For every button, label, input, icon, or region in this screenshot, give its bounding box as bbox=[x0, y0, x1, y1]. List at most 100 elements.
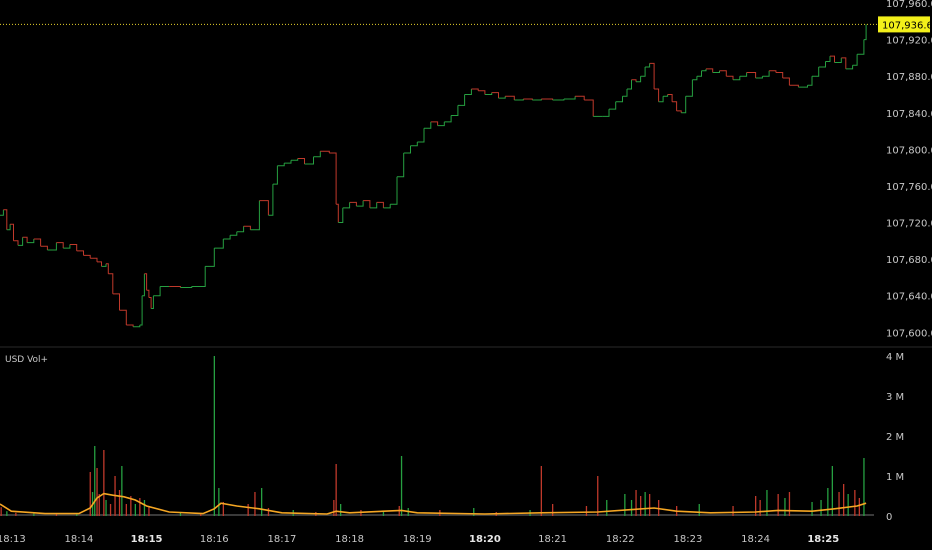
volume-bar bbox=[247, 504, 249, 516]
price-segment bbox=[681, 96, 687, 114]
volume-bar bbox=[585, 506, 588, 516]
volume-bar bbox=[213, 356, 215, 516]
price-segment bbox=[712, 70, 720, 73]
price-tick-label: 107,600.0 bbox=[886, 328, 932, 339]
price-segment bbox=[685, 79, 693, 97]
volume-bar bbox=[382, 511, 385, 516]
price-segment bbox=[56, 242, 64, 249]
volume-bar bbox=[847, 494, 849, 516]
price-segment bbox=[214, 239, 224, 249]
price-segment bbox=[272, 165, 278, 185]
price-segment bbox=[336, 203, 339, 223]
price-segment bbox=[615, 96, 623, 103]
price-segment bbox=[457, 94, 466, 106]
price-segment bbox=[563, 96, 576, 100]
price-segment bbox=[706, 68, 714, 73]
price-segment bbox=[478, 90, 486, 95]
time-tick-label: 18:19 bbox=[403, 534, 432, 545]
price-segment bbox=[369, 202, 378, 209]
volume-bar bbox=[121, 466, 123, 516]
volume-tick-label: 2 M bbox=[886, 432, 904, 443]
price-segment bbox=[762, 70, 770, 77]
price-segment bbox=[139, 295, 143, 326]
volume-tick-label: 0 bbox=[886, 512, 892, 523]
volume-bar bbox=[820, 500, 822, 516]
price-segment bbox=[259, 200, 269, 216]
volume-indicator-title[interactable]: USD Vol+ bbox=[5, 355, 48, 365]
volume-bar bbox=[777, 494, 779, 516]
price-segment bbox=[841, 57, 847, 69]
price-segment bbox=[739, 72, 748, 77]
price-segment bbox=[755, 76, 763, 79]
price-segment bbox=[349, 201, 357, 207]
volume-bar bbox=[606, 500, 608, 516]
price-segment bbox=[119, 309, 127, 325]
volume-bar bbox=[55, 514, 58, 516]
volume-bar bbox=[863, 458, 865, 516]
price-segment bbox=[640, 67, 646, 77]
price-segment bbox=[857, 39, 865, 55]
price-segment bbox=[719, 70, 727, 77]
volume-bar bbox=[139, 498, 141, 516]
time-tick-label: 18:23 bbox=[674, 534, 703, 545]
last-price-tag-label: 107,936.6 bbox=[882, 20, 932, 31]
price-segment bbox=[575, 95, 585, 100]
price-segment bbox=[789, 84, 799, 88]
price-segment bbox=[845, 65, 854, 70]
volume-bar bbox=[143, 500, 146, 516]
volume-bar bbox=[222, 502, 224, 516]
price-segment bbox=[236, 226, 245, 233]
price-segment bbox=[782, 77, 790, 86]
price-tick-label: 107,800.0 bbox=[886, 145, 932, 156]
volume-bar bbox=[89, 472, 91, 516]
volume-bar bbox=[540, 466, 542, 516]
volume-bar bbox=[811, 502, 813, 516]
price-segment bbox=[464, 89, 472, 95]
price-segment bbox=[3, 209, 8, 230]
volume-bar bbox=[858, 498, 860, 516]
price-segment bbox=[403, 145, 411, 154]
price-axis[interactable]: 107,600.0 107,640.0 107,680.0 107,720.0 107,… bbox=[886, 0, 932, 339]
volume-bar bbox=[630, 500, 633, 516]
price-segment bbox=[417, 128, 425, 143]
price-segment bbox=[363, 200, 371, 208]
price-segment bbox=[852, 54, 858, 66]
volume-bar bbox=[130, 496, 132, 516]
last-price-tag bbox=[878, 16, 930, 33]
price-segment bbox=[277, 163, 285, 167]
volume-bar bbox=[755, 496, 757, 516]
price-series[interactable] bbox=[0, 24, 867, 328]
price-segment bbox=[397, 153, 405, 178]
volume-bar bbox=[400, 456, 403, 516]
price-segment bbox=[33, 238, 42, 247]
volume-ma-line bbox=[0, 492, 867, 515]
time-tick-label: 18:21 bbox=[538, 534, 567, 545]
time-tick-label: 18:17 bbox=[268, 534, 297, 545]
price-segment bbox=[627, 79, 632, 90]
volume-axis[interactable]: 0 1 M 2 M 3 M 4 M bbox=[886, 352, 904, 523]
price-tick-label: 107,760.0 bbox=[886, 182, 932, 193]
price-tick-label: 107,720.0 bbox=[886, 219, 932, 230]
price-segment bbox=[663, 94, 669, 97]
price-segment bbox=[769, 70, 777, 73]
volume-bar bbox=[335, 464, 337, 516]
price-segment bbox=[126, 324, 134, 327]
price-segment bbox=[410, 142, 418, 147]
price-segment bbox=[484, 92, 493, 95]
price-segment bbox=[69, 244, 78, 251]
price-segment bbox=[356, 200, 364, 207]
volume-baseline bbox=[0, 514, 874, 516]
price-segment bbox=[0, 209, 4, 216]
price-tick-label: 107,920.0 bbox=[886, 36, 932, 47]
price-segment bbox=[825, 56, 831, 62]
time-axis[interactable]: 18:13 18:14 18:15 18:16 18:17 18:18 18:19 18:20… bbox=[0, 534, 839, 545]
volume-bar bbox=[766, 490, 768, 516]
price-segment bbox=[243, 225, 251, 230]
price-tick-label: 107,840.0 bbox=[886, 109, 932, 120]
volume-bar bbox=[96, 468, 98, 516]
volume-bar bbox=[94, 446, 96, 516]
price-segment bbox=[47, 242, 57, 251]
price-segment bbox=[148, 297, 152, 309]
